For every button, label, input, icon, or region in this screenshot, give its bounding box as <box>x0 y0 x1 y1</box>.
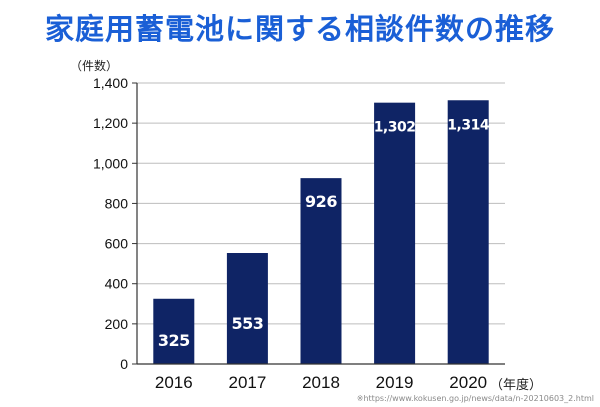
y-axis-tick-labels: 0 200 400 600 800 1,000 1,200 1,400 <box>93 75 128 372</box>
x-tick-label: 2017 <box>228 373 266 392</box>
bar-2020 <box>447 100 489 365</box>
bar-2019 <box>374 102 416 365</box>
x-tick-label: 2016 <box>155 373 193 392</box>
data-label: 1,314 <box>447 117 490 133</box>
y-tick-label: 1,200 <box>93 115 128 131</box>
y-tick-label: 1,400 <box>93 75 128 91</box>
bar-2018 <box>300 178 342 364</box>
page-title: 家庭用蓄電池に関する相談件数の推移 <box>44 12 555 46</box>
x-axis-tick-labels: 2016 2017 2018 2019 2020 <box>155 373 487 392</box>
x-axis-label: （年度） <box>490 377 542 393</box>
y-axis-label: （件数） <box>70 58 118 73</box>
y-tick-label: 400 <box>105 276 129 292</box>
y-tick-label: 0 <box>120 356 128 372</box>
data-label: 1,302 <box>374 120 416 136</box>
y-tick-label: 200 <box>105 316 129 332</box>
y-tick-label: 800 <box>105 195 129 211</box>
bar-2016 <box>153 298 195 364</box>
data-label: 325 <box>158 331 190 350</box>
x-tick-label: 2020 <box>449 373 487 392</box>
x-tick-label: 2019 <box>376 373 414 392</box>
bars: 325 553 926 1,302 1,314 <box>153 100 490 365</box>
y-tick-label: 600 <box>105 236 129 252</box>
bar-2017 <box>226 253 268 364</box>
data-label: 553 <box>231 314 263 333</box>
y-tick-label: 1,000 <box>93 155 128 171</box>
x-tick-label: 2018 <box>302 373 340 392</box>
data-label: 926 <box>305 192 337 211</box>
source-note: ※https://www.kokusen.go.jp/news/data/n-2… <box>356 394 594 403</box>
